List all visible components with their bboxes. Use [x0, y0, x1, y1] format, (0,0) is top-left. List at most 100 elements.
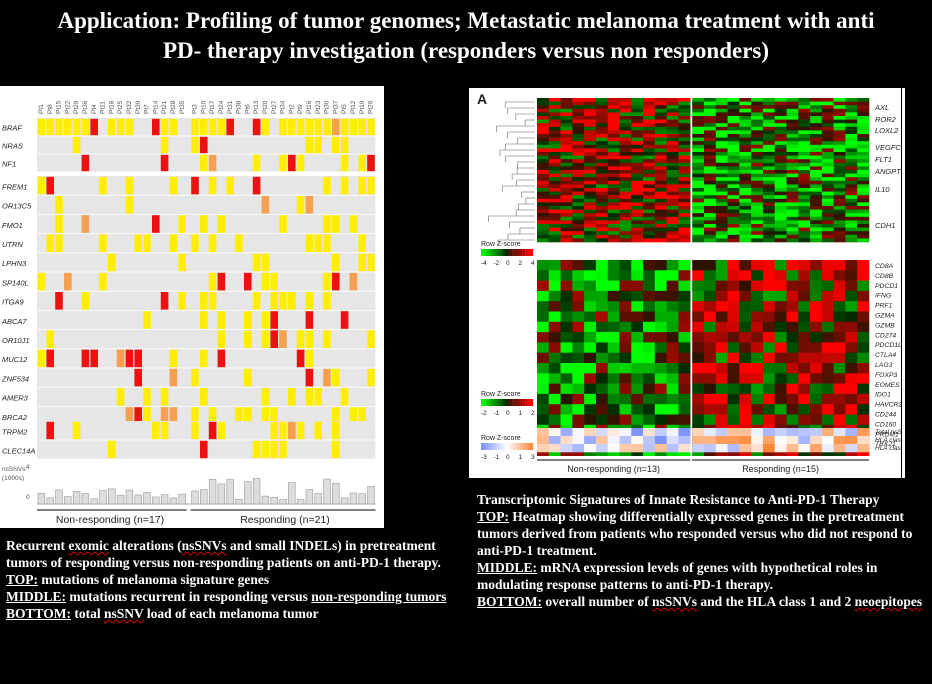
heat-cell: [666, 373, 679, 384]
heat-cell: [560, 209, 573, 214]
heat-cell: [572, 227, 585, 232]
heat-cell: [786, 280, 799, 292]
heat-cell: [739, 209, 752, 214]
heat-cell: [821, 280, 834, 292]
heat-cell: [595, 119, 609, 124]
mid-gene-label: CD160: [875, 421, 896, 428]
heat-cell: [537, 213, 550, 218]
nssnv-bar: [217, 483, 226, 505]
heat-cell: [572, 231, 585, 236]
heat-cell: [537, 162, 550, 167]
heat-cell: [821, 206, 834, 210]
sample-label: Pt31: [227, 100, 234, 114]
mutation-cell: [125, 118, 134, 136]
heat-cell: [751, 119, 764, 124]
mutation-cell: [200, 349, 208, 368]
heat-cell: [833, 112, 846, 117]
right-caption-middle: MIDDLE: mRNA expression levels of genes …: [477, 560, 878, 592]
heat-cell: [715, 311, 728, 323]
heat-cell: [833, 373, 846, 384]
heat-cell: [666, 184, 679, 189]
heat-cell: [619, 220, 632, 225]
heat-cell: [584, 260, 597, 271]
heat-cell: [643, 238, 656, 243]
heat-cell: [762, 404, 776, 415]
heat-cell: [715, 260, 728, 271]
heat-cell: [678, 177, 691, 182]
sample-label: Pt13: [253, 100, 260, 114]
mutation-cell: [160, 118, 169, 136]
heat-cell: [786, 444, 799, 453]
heat-cell: [739, 195, 752, 200]
heat-cell: [560, 119, 573, 124]
heat-cell: [704, 301, 717, 312]
sample-label: Pt18: [108, 100, 115, 114]
heat-cell: [762, 213, 776, 218]
mutation-cell: [217, 215, 226, 233]
heat-cell: [704, 224, 717, 228]
heat-cell: [845, 231, 858, 236]
heat-cell: [833, 101, 846, 106]
color-key-tick: -2: [481, 410, 487, 417]
mutation-cell: [367, 253, 375, 272]
heat-cell: [751, 195, 764, 200]
nssnv-bar: [99, 490, 107, 505]
heat-cell: [584, 206, 597, 210]
heat-cell: [584, 180, 597, 185]
heat-cell: [739, 260, 752, 271]
heat-cell: [607, 393, 620, 405]
heat-cell: [537, 209, 550, 214]
mutation-cell: [46, 330, 54, 348]
heat-cell: [537, 290, 550, 302]
heat-cell: [833, 332, 846, 343]
heat-cell: [751, 130, 764, 135]
heat-cell: [678, 224, 691, 228]
heat-cell: [584, 428, 597, 437]
heat-cell: [857, 130, 870, 135]
heat-cell: [607, 414, 620, 426]
heat-cell: [560, 224, 573, 228]
mutation-cell: [81, 349, 90, 368]
heat-cell: [821, 213, 834, 218]
mutation-cell: [169, 349, 178, 368]
heat-cell: [786, 116, 799, 120]
heat-cell: [595, 332, 609, 343]
heat-cell: [560, 342, 573, 353]
color-key-swatch: [520, 249, 523, 256]
heat-cell: [548, 428, 561, 437]
mutation-cell: [252, 253, 261, 272]
heat-cell: [857, 373, 870, 384]
heat-cell: [584, 116, 597, 120]
heat-cell: [619, 177, 632, 182]
heat-cell: [786, 105, 799, 110]
heat-cell: [704, 342, 717, 353]
heat-cell: [774, 119, 787, 124]
mutation-cell: [208, 154, 217, 172]
heat-cell: [654, 134, 667, 138]
heat-cell: [715, 119, 728, 124]
heat-cell: [739, 166, 752, 171]
heat-cell: [666, 152, 679, 156]
color-key-swatch: [509, 399, 513, 406]
heat-cell: [762, 444, 776, 453]
heat-cell: [654, 141, 667, 146]
heat-cell: [704, 227, 717, 232]
left-caption: Recurrent exomic alterations (nsSNVs and…: [6, 537, 461, 622]
heat-cell: [798, 342, 811, 353]
heat-cell: [560, 202, 573, 207]
heat-cell: [857, 148, 870, 153]
mutation-cell: [226, 176, 234, 195]
heat-cell: [692, 177, 705, 182]
gene-label: LPHN3: [2, 259, 27, 268]
heat-cell: [704, 162, 717, 167]
mutation-cell: [288, 388, 296, 406]
heat-cell: [739, 126, 752, 131]
heat-cell: [704, 352, 717, 364]
color-key-swatch: [525, 443, 528, 450]
mutation-cell: [143, 407, 151, 425]
nssnv-bar: [160, 494, 169, 505]
heat-cell: [845, 373, 858, 384]
heat-cell: [560, 180, 573, 185]
heat-cell: [798, 198, 811, 203]
heat-cell: [607, 220, 620, 225]
